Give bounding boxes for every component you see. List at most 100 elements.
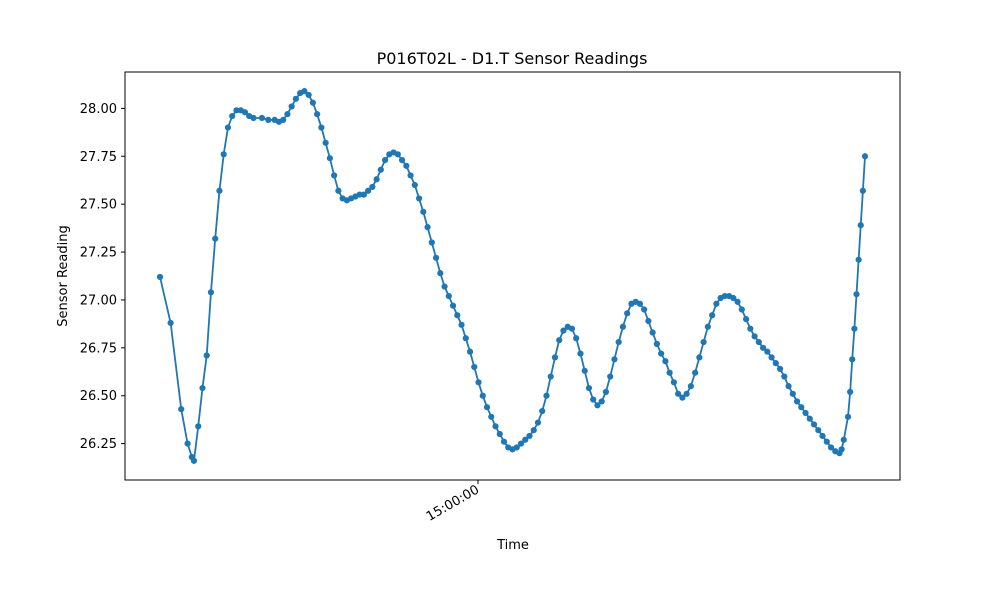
data-point [233, 107, 240, 114]
data-point [365, 187, 372, 194]
data-point [178, 406, 185, 413]
data-point [522, 436, 529, 443]
data-point [479, 392, 486, 399]
data-point [543, 392, 550, 399]
data-point [781, 373, 788, 380]
data-point [513, 444, 520, 451]
data-point [658, 350, 665, 357]
data-point [265, 116, 272, 123]
data-point [496, 430, 503, 438]
data-point [224, 124, 232, 131]
data-point [742, 316, 750, 323]
data-point [696, 354, 703, 361]
data-point [662, 358, 669, 365]
data-point [602, 388, 610, 395]
data-point [432, 254, 440, 261]
data-point [445, 293, 452, 300]
data-point [462, 335, 469, 342]
data-point [403, 162, 410, 169]
data-point [184, 440, 191, 447]
data-point [619, 323, 627, 330]
data-point [322, 139, 329, 146]
data-point [789, 390, 796, 397]
data-point [530, 427, 537, 434]
data-point [167, 319, 174, 327]
data-point [649, 329, 656, 336]
data-point [360, 191, 367, 198]
data-point [424, 224, 431, 231]
data-point [335, 187, 342, 194]
data-point [764, 348, 771, 355]
data-point [611, 356, 618, 363]
data-point [471, 363, 478, 371]
data-point [802, 409, 809, 417]
data-point [292, 95, 299, 102]
data-point [441, 283, 448, 290]
data-point [326, 155, 333, 162]
data-point [492, 423, 499, 430]
data-point [458, 321, 465, 328]
data-point [692, 369, 699, 376]
data-point [483, 404, 491, 411]
data-point [356, 191, 363, 198]
data-point [844, 413, 852, 420]
data-point [827, 444, 835, 451]
data-point [785, 383, 792, 390]
data-point [772, 360, 779, 367]
data-point [776, 365, 784, 372]
data-point [704, 323, 711, 330]
data-point [861, 153, 869, 160]
data-point [823, 438, 830, 445]
data-point [517, 440, 525, 447]
data-point [607, 373, 614, 380]
data-point [534, 419, 542, 426]
data-point [190, 457, 198, 464]
data-point [755, 338, 762, 346]
data-point [288, 103, 295, 110]
data-point [666, 369, 673, 376]
data-point [398, 157, 406, 164]
data-point [581, 367, 588, 374]
x-tick-label: 15:00:00 [424, 482, 482, 524]
data-point [806, 415, 813, 422]
data-point [636, 300, 644, 307]
chart-title: P016T02L - D1.T Sensor Readings [377, 49, 648, 68]
x-axis: 15:00:00 [424, 480, 482, 525]
data-point [568, 325, 576, 332]
data-point [526, 432, 533, 440]
data-point [420, 208, 427, 215]
data-point [577, 350, 584, 357]
data-point [573, 335, 580, 342]
data-point [713, 300, 720, 307]
data-point [207, 289, 215, 296]
data-point [641, 306, 648, 313]
data-point [454, 312, 461, 319]
data-point [734, 298, 741, 305]
data-point [449, 302, 457, 309]
series-line [159, 90, 866, 464]
data-point [730, 294, 737, 302]
data-point [859, 187, 866, 194]
data-point [488, 413, 495, 420]
data-point [810, 421, 818, 428]
data-point [624, 310, 631, 317]
data-point [815, 427, 822, 434]
data-point [838, 446, 845, 453]
data-point [615, 338, 622, 346]
data-point [793, 398, 801, 405]
y-tick-label: 27.75 [80, 150, 117, 165]
data-point [847, 388, 854, 395]
data-point [500, 438, 508, 445]
y-axis-label: Sensor Reading [56, 225, 71, 326]
data-point [551, 354, 559, 361]
data-point [683, 390, 690, 397]
data-point [381, 157, 389, 164]
data-point [229, 112, 236, 120]
data-point [394, 151, 401, 158]
data-point [220, 151, 227, 158]
data-point [670, 379, 677, 386]
y-tick-label: 28.00 [80, 102, 117, 117]
data-point [241, 109, 249, 116]
data-point [539, 407, 546, 415]
